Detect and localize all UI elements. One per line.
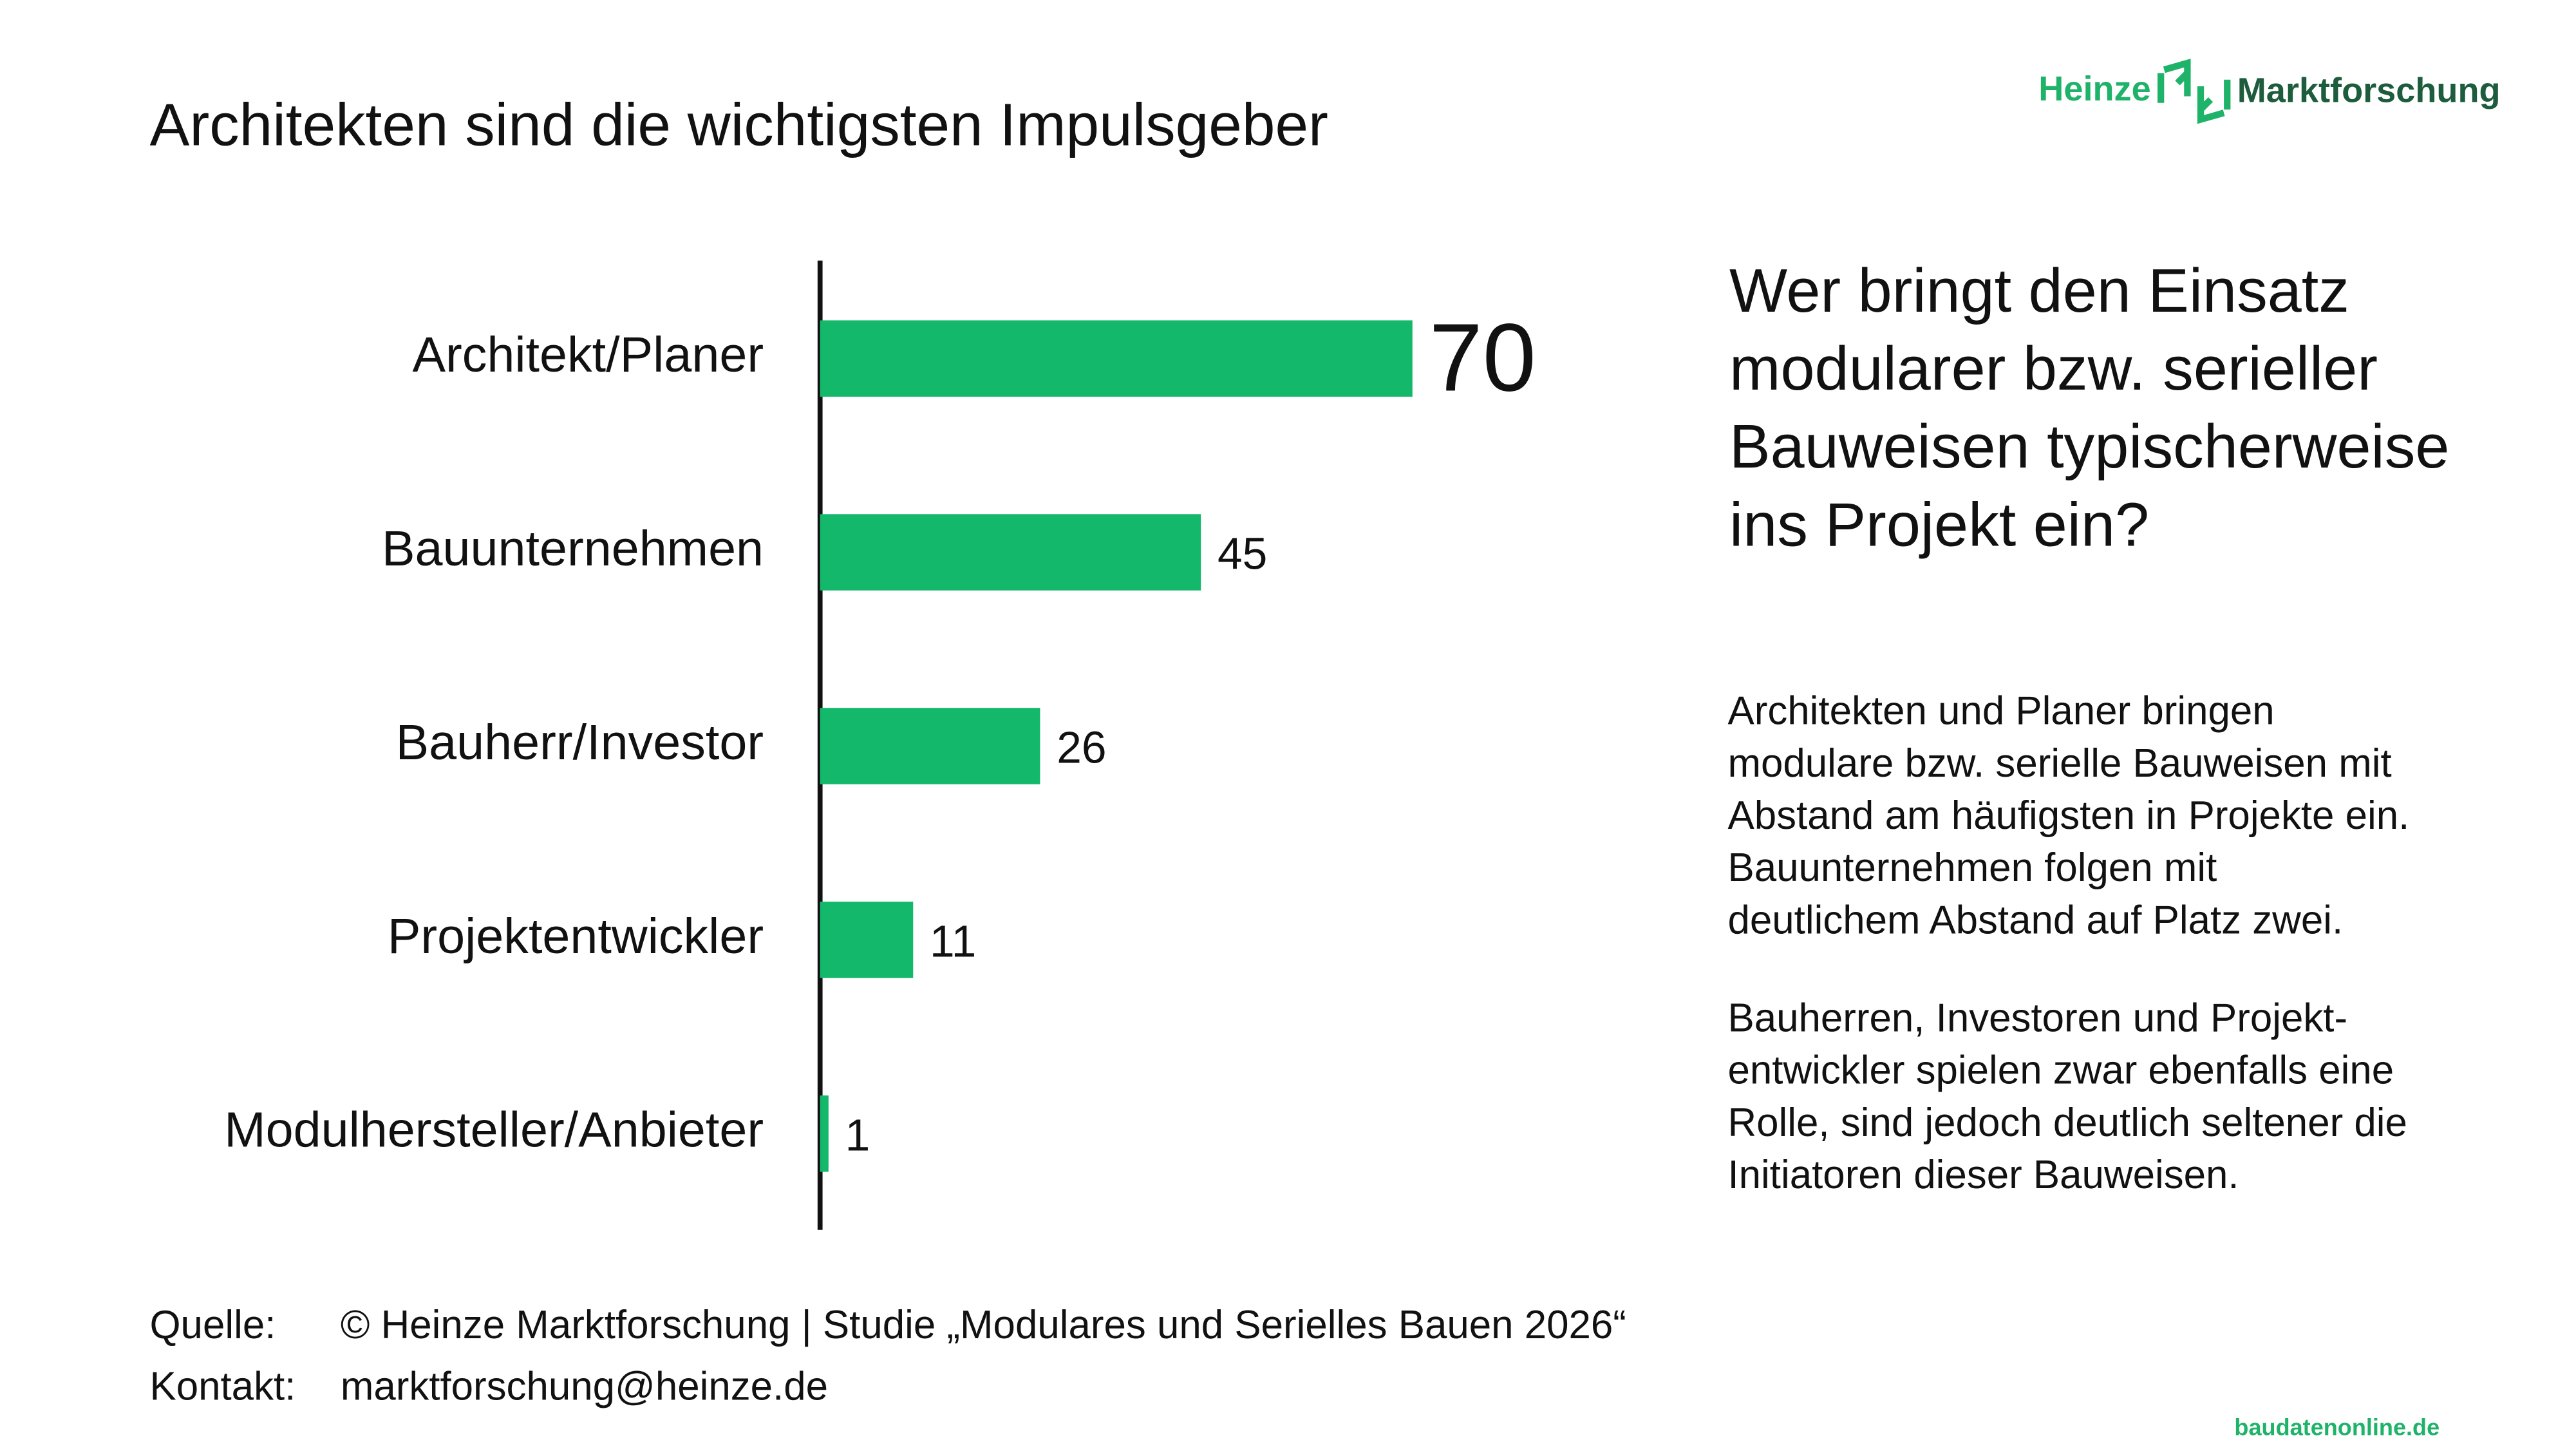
category-label: Projektentwickler — [388, 909, 764, 964]
summary-line: Bauunternehmen folgen mit — [1727, 846, 2217, 890]
question: Wer bringt den Einsatz modularer bzw. ser… — [1729, 257, 2449, 559]
question-line: Wer bringt den Einsatz — [1729, 257, 2349, 325]
category-label: Modulhersteller/Anbieter — [224, 1103, 764, 1158]
question-line: modularer bzw. serieller — [1729, 335, 2378, 403]
bar — [820, 514, 1201, 591]
value-label: 70 — [1429, 303, 1536, 411]
contact: marktforschung@heinze.de — [341, 1365, 828, 1409]
bar-chart: Architekt/Planer 70 Bauunternehmen 45 Bauher… — [224, 303, 1536, 1172]
bar — [820, 708, 1040, 784]
watermark: baudatenonline.de — [2234, 1414, 2440, 1441]
value-label: 45 — [1217, 529, 1267, 579]
source-label: Quelle: — [149, 1303, 276, 1347]
value-label: 11 — [930, 916, 976, 967]
summary-line: Initiatoren dieser Bauweisen. — [1727, 1153, 2239, 1197]
bar — [820, 320, 1413, 397]
category-label: Architekt/Planer — [412, 327, 764, 383]
summary: Architekten und Planer bringen modulare b… — [1727, 689, 2409, 1197]
value-label: 1 — [845, 1110, 870, 1160]
title: Architekten sind die wichtigsten Impulsg… — [149, 91, 1328, 158]
summary-line: modulare bzw. serielle Bauweisen mit — [1727, 741, 2391, 786]
logo-icon — [2158, 59, 2231, 124]
summary-line: Bauherren, Investoren und Projekt- — [1727, 996, 2347, 1040]
logo-brand: Heinze — [2038, 70, 2150, 108]
question-line: Bauweisen typischerweise — [1729, 413, 2449, 481]
question-line: ins Projekt ein? — [1729, 491, 2149, 559]
summary-line: Architekten und Planer bringen — [1727, 689, 2274, 734]
contact-label: Kontakt: — [149, 1365, 296, 1409]
summary-line: Abstand am häufigsten in Projekte ein. — [1727, 793, 2409, 838]
summary-line: Rolle, sind jedoch deutlich seltener die — [1727, 1101, 2407, 1145]
logo-product: Marktforschung — [2237, 71, 2501, 110]
summary-line: entwickler spielen zwar ebenfalls eine — [1727, 1048, 2394, 1093]
category-label: Bauunternehmen — [382, 521, 764, 576]
source: © Heinze Marktforschung | Studie „Modula… — [341, 1303, 1626, 1347]
bar — [820, 902, 914, 978]
value-label: 26 — [1057, 723, 1106, 773]
bar — [820, 1095, 829, 1172]
category-label: Bauherr/Investor — [396, 715, 764, 770]
summary-line: deutlichem Abstand auf Platz zwei. — [1727, 898, 2343, 942]
